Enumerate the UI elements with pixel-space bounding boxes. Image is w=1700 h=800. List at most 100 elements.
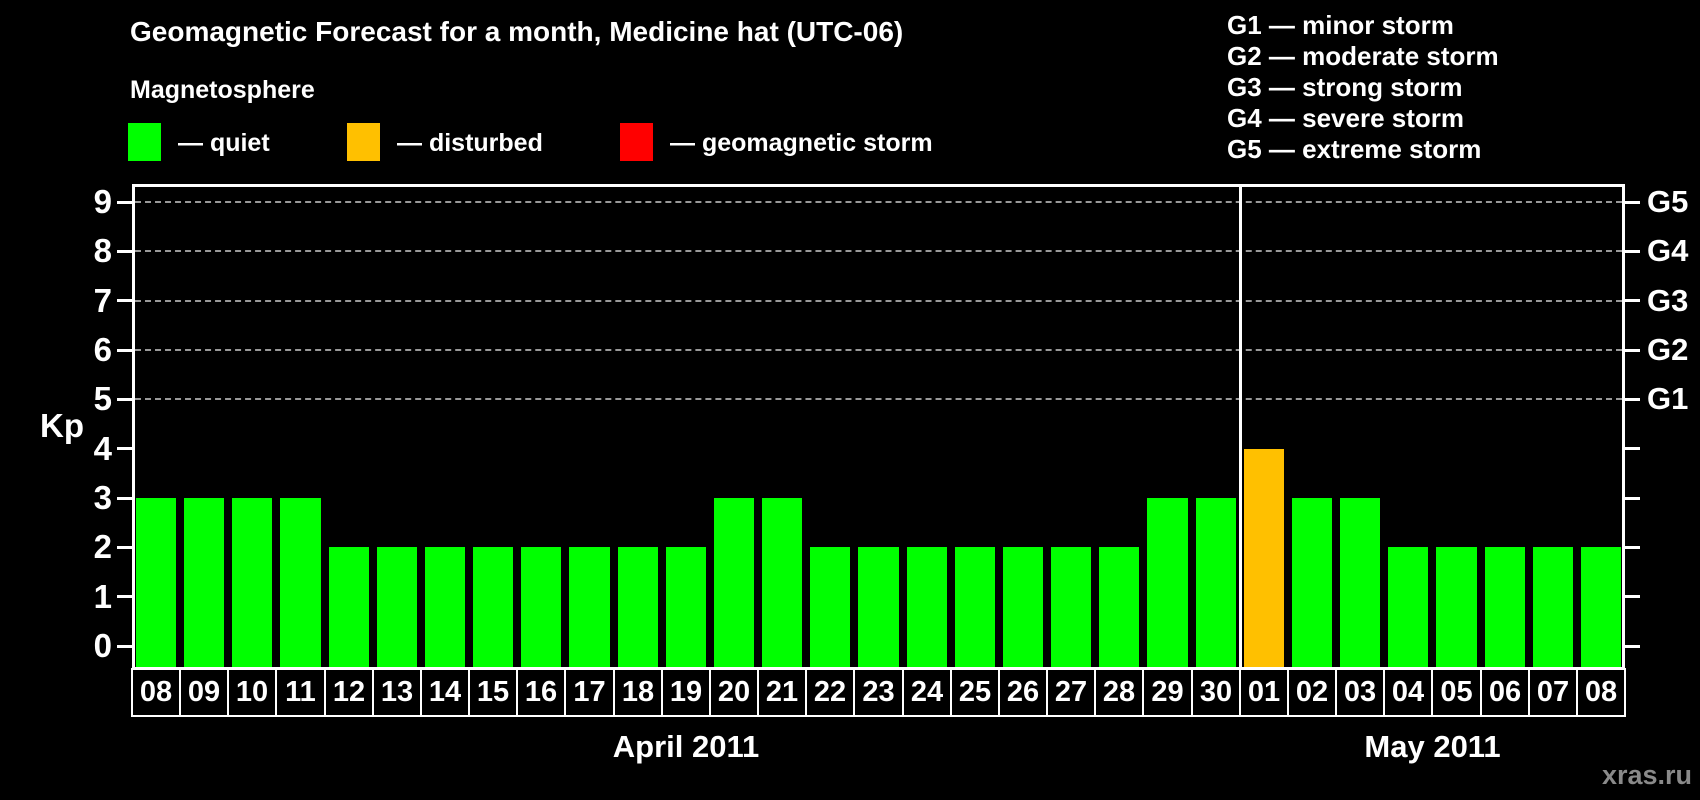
g-scale-label-g5: G5 bbox=[1647, 184, 1689, 220]
kp-bar-april-17 bbox=[569, 547, 610, 670]
day-label-april-10: 10 bbox=[227, 668, 277, 717]
left-tick-kp1 bbox=[117, 595, 132, 599]
day-label-april-25: 25 bbox=[950, 668, 1000, 717]
kp-bar-may-05 bbox=[1436, 547, 1477, 670]
grid-line-kp8 bbox=[135, 250, 1622, 253]
right-tick-kp3 bbox=[1625, 496, 1640, 500]
g5-legend-line: G5 — extreme storm bbox=[1227, 134, 1482, 164]
grid-line-kp9 bbox=[135, 201, 1622, 204]
day-label-april-26: 26 bbox=[998, 668, 1048, 717]
kp-bar-april-18 bbox=[618, 547, 658, 670]
g3-legend-line: G3 — strong storm bbox=[1227, 72, 1463, 102]
day-label-may-03: 03 bbox=[1335, 668, 1385, 717]
left-tick-kp3 bbox=[117, 496, 132, 500]
right-tick-kp4 bbox=[1625, 447, 1640, 451]
kp-bar-may-02 bbox=[1292, 498, 1332, 670]
g-scale-label-g3: G3 bbox=[1647, 282, 1689, 318]
kp-bar-may-04 bbox=[1388, 547, 1428, 670]
kp-tick-label-9: 9 bbox=[93, 183, 112, 221]
left-tick-kp5 bbox=[117, 397, 132, 401]
day-label-april-15: 15 bbox=[468, 668, 518, 717]
kp-bar-april-22 bbox=[810, 547, 850, 670]
right-tick-kp2 bbox=[1625, 545, 1640, 549]
day-label-april-27: 27 bbox=[1046, 668, 1096, 717]
kp-bar-april-11 bbox=[280, 498, 321, 670]
left-tick-kp2 bbox=[117, 545, 132, 549]
kp-tick-label-3: 3 bbox=[93, 479, 112, 516]
grid-line-kp7 bbox=[135, 299, 1622, 302]
day-label-april-22: 22 bbox=[805, 668, 855, 717]
right-tick-kp7 bbox=[1625, 299, 1640, 303]
day-label-april-14: 14 bbox=[420, 668, 470, 717]
kp-tick-label-8: 8 bbox=[93, 232, 112, 270]
day-label-april-21: 21 bbox=[757, 668, 807, 717]
kp-bar-april-28 bbox=[1099, 547, 1139, 670]
right-tick-kp5 bbox=[1625, 397, 1640, 401]
disturbed-color-swatch bbox=[347, 123, 380, 161]
right-tick-kp8 bbox=[1625, 249, 1640, 253]
quiet-color-swatch bbox=[128, 123, 161, 161]
disturbed-legend-label: — disturbed bbox=[397, 129, 543, 157]
day-label-april-08: 08 bbox=[131, 668, 181, 717]
kp-bar-april-30 bbox=[1196, 498, 1236, 670]
right-tick-kp1 bbox=[1625, 595, 1640, 599]
day-label-april-09: 09 bbox=[179, 668, 229, 717]
magnetosphere-label: Magnetosphere bbox=[130, 76, 315, 104]
right-tick-kp0 bbox=[1625, 644, 1640, 648]
kp-bar-april-16 bbox=[521, 547, 561, 670]
g1-legend-line: G1 — minor storm bbox=[1227, 10, 1454, 40]
day-label-may-05: 05 bbox=[1431, 668, 1482, 717]
day-label-may-06: 06 bbox=[1480, 668, 1530, 717]
kp-bar-may-01 bbox=[1244, 448, 1284, 670]
left-tick-kp7 bbox=[117, 299, 132, 303]
left-tick-kp0 bbox=[117, 644, 132, 648]
kp-axis-label: Kp bbox=[40, 407, 84, 444]
left-tick-kp8 bbox=[117, 249, 132, 253]
storm-color-swatch bbox=[620, 123, 653, 161]
day-label-april-11: 11 bbox=[275, 668, 326, 717]
g4-legend-line: G4 — severe storm bbox=[1227, 103, 1465, 133]
kp-bar-may-08 bbox=[1581, 547, 1621, 670]
watermark: xras.ru bbox=[1601, 760, 1692, 790]
left-tick-kp9 bbox=[117, 200, 132, 204]
right-tick-kp9 bbox=[1625, 200, 1640, 204]
grid-line-kp6 bbox=[135, 349, 1622, 352]
grid-line-kp5 bbox=[135, 398, 1622, 401]
month-label-april: April 2011 bbox=[612, 729, 760, 764]
kp-bar-april-19 bbox=[666, 547, 706, 670]
storm-legend-label: — geomagnetic storm bbox=[670, 129, 933, 157]
day-label-may-02: 02 bbox=[1287, 668, 1337, 717]
kp-tick-label-6: 6 bbox=[93, 331, 112, 369]
kp-bar-april-27 bbox=[1051, 547, 1091, 670]
day-label-april-24: 24 bbox=[902, 668, 952, 717]
day-label-april-18: 18 bbox=[613, 668, 663, 717]
kp-bar-april-09 bbox=[184, 498, 224, 670]
kp-tick-label-4: 4 bbox=[93, 429, 112, 467]
left-tick-kp4 bbox=[117, 447, 132, 451]
day-label-april-13: 13 bbox=[372, 668, 422, 717]
plot-border bbox=[132, 184, 1625, 670]
day-label-april-29: 29 bbox=[1142, 668, 1193, 717]
day-label-april-20: 20 bbox=[709, 668, 759, 717]
kp-tick-label-5: 5 bbox=[93, 380, 112, 418]
day-label-april-19: 19 bbox=[661, 668, 711, 717]
kp-bar-april-21 bbox=[762, 498, 802, 670]
kp-bar-april-08 bbox=[136, 498, 176, 670]
left-tick-kp6 bbox=[117, 348, 132, 352]
day-label-may-04: 04 bbox=[1383, 668, 1433, 717]
kp-bar-april-14 bbox=[425, 547, 465, 670]
kp-bar-april-26 bbox=[1003, 547, 1043, 670]
kp-bar-april-23 bbox=[858, 547, 899, 670]
kp-bar-april-12 bbox=[329, 547, 369, 670]
kp-bar-april-15 bbox=[473, 547, 513, 670]
kp-bar-may-06 bbox=[1485, 547, 1525, 670]
g2-legend-line: G2 — moderate storm bbox=[1227, 41, 1499, 71]
kp-bar-april-13 bbox=[377, 547, 417, 670]
kp-tick-label-0: 0 bbox=[93, 627, 112, 664]
day-label-april-12: 12 bbox=[324, 668, 374, 717]
kp-bar-april-10 bbox=[232, 498, 272, 670]
g-scale-label-g2: G2 bbox=[1647, 332, 1689, 368]
kp-bar-april-29 bbox=[1147, 498, 1188, 670]
day-label-may-07: 07 bbox=[1528, 668, 1578, 717]
